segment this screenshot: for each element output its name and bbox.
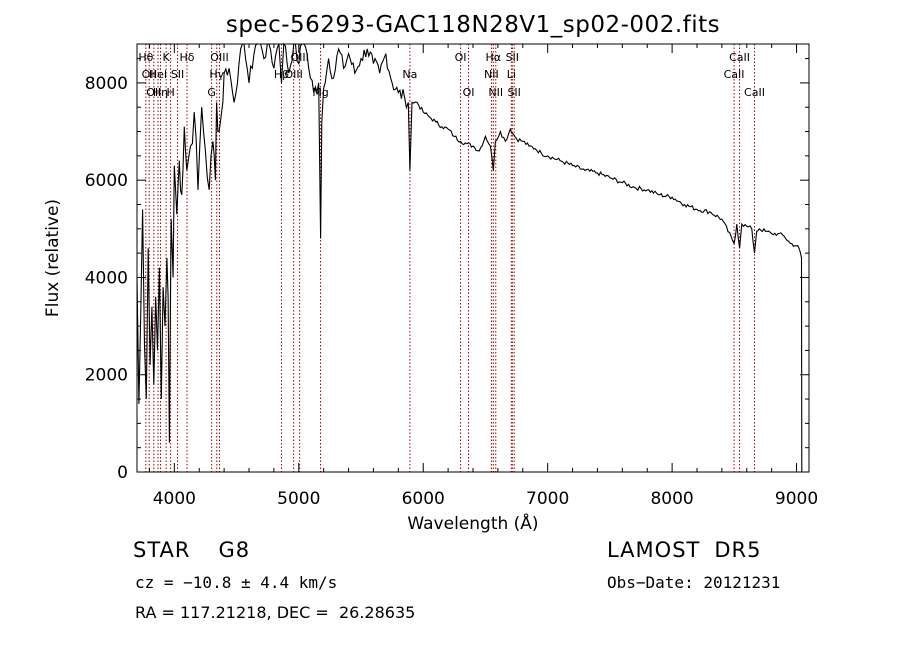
y-axis-label: Flux (relative) [43, 199, 63, 317]
x-tick-label: 6000 [402, 489, 445, 509]
line-marker-label: Hγ [209, 68, 224, 81]
line-marker-label: SII [507, 86, 520, 99]
line-marker-label: OI [455, 51, 467, 64]
ra-dec-coordinates: RA = 117.21218, DEC = 26.28635 [135, 603, 416, 622]
line-marker-label: CaII [724, 68, 745, 81]
line-marker-label: OI [463, 86, 475, 99]
line-marker-label: Hδ [180, 51, 195, 64]
line-marker-label: H [166, 86, 174, 99]
line-marker-label: OII [142, 68, 157, 81]
survey-name: LAMOST [607, 538, 701, 562]
line-marker-label: OII [146, 86, 161, 99]
release-name: DR5 [714, 538, 762, 562]
x-axis: 4000 5000 6000 7000 8000 9000 [148, 44, 818, 509]
line-marker-label: NII [488, 86, 503, 99]
x-tick-label: 9000 [775, 489, 818, 509]
x-tick-label: 8000 [650, 489, 693, 509]
line-marker-label: CaII [744, 86, 765, 99]
plot-frame [136, 43, 810, 473]
redshift-velocity: cz = −10.8 ± 4.4 km/s [135, 573, 338, 592]
line-marker-label: K [163, 51, 171, 64]
x-tick-label: 5000 [277, 489, 320, 509]
y-tick-label: 2000 [85, 366, 128, 386]
line-marker-label: OIII [210, 51, 228, 64]
line-marker-label: HeI [149, 68, 167, 81]
line-marker-label: Hα [486, 51, 502, 64]
line-marker-label: Hη [153, 86, 168, 99]
spectrum-line [136, 42, 803, 473]
y-tick-label: 8000 [85, 74, 128, 94]
line-marker-label: NII [484, 68, 499, 81]
x-axis-label: Wavelength (Å) [407, 512, 538, 534]
object-class-value: STAR [133, 538, 191, 562]
line-marker-label: CaII [729, 51, 750, 64]
line-marker-label: SII [171, 68, 184, 81]
object-class: STAR G8 [133, 538, 250, 562]
line-marker-label: OIII [284, 68, 302, 81]
x-tick-label: 4000 [153, 489, 196, 509]
line-marker-label: Li [507, 68, 516, 81]
y-axis: 0 2000 4000 6000 8000 [85, 58, 809, 483]
y-tick-label: 4000 [85, 268, 128, 288]
y-tick-label: 6000 [85, 171, 128, 191]
observation-date: Obs−Date: 20121231 [607, 573, 781, 592]
line-marker-label: Na [402, 68, 417, 81]
emission-line-markers [145, 44, 755, 472]
line-marker-label: SII [506, 51, 519, 64]
subclass-value: G8 [218, 538, 251, 562]
line-marker-label: Hθ [138, 51, 153, 64]
chart-title: spec-56293-GAC118N28V1_sp02-002.fits [226, 12, 720, 38]
y-tick-label: 0 [117, 463, 128, 483]
x-tick-label: 7000 [526, 489, 569, 509]
data-release: LAMOST DR5 [607, 538, 761, 562]
line-marker-label: G [207, 86, 216, 99]
